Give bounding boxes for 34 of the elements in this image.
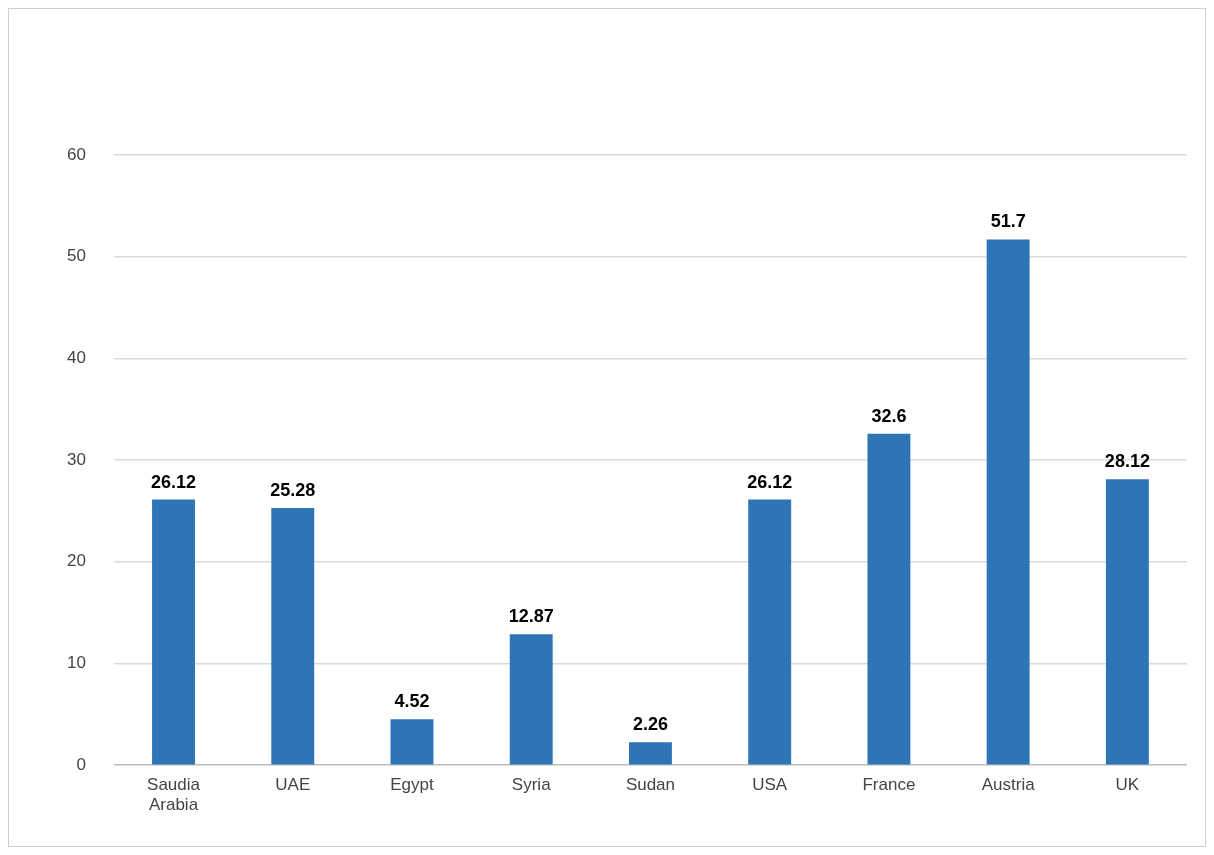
data-label: 26.12 (151, 471, 197, 492)
bar (986, 239, 1030, 765)
x-tick-label: France (862, 775, 916, 795)
bar (628, 742, 672, 765)
bar (390, 719, 434, 765)
bar (271, 508, 315, 765)
data-label: 26.12 (747, 471, 793, 492)
x-tick-label: UK (1115, 775, 1140, 795)
bar (152, 499, 195, 765)
y-tick-label: 40 (66, 348, 86, 368)
x-tick-label: Austria (981, 775, 1036, 795)
data-label: 4.52 (394, 691, 430, 712)
x-tick-label: Syria (511, 775, 552, 795)
x-tick-label: Sudan (625, 775, 676, 795)
data-label: 2.26 (632, 714, 668, 735)
data-label: 25.28 (270, 480, 316, 501)
y-tick-label: 50 (66, 246, 86, 266)
bar (1105, 479, 1149, 765)
bar (509, 634, 553, 765)
x-tick-label: Egypt (390, 775, 434, 795)
y-tick-label: 30 (66, 449, 86, 469)
data-label: 51.7 (990, 211, 1026, 232)
y-tick-label: 60 (66, 144, 86, 164)
y-tick-label: 20 (66, 551, 86, 571)
bar (867, 433, 911, 765)
data-label: 28.12 (1104, 451, 1150, 472)
x-tick-label: USA (752, 775, 788, 795)
bar (748, 499, 792, 765)
data-label: 12.87 (508, 606, 554, 627)
x-tick-label: Saudia Arabia (147, 775, 201, 815)
y-tick-label: 10 (66, 653, 86, 673)
data-label: 32.6 (871, 405, 907, 426)
x-tick-label: UAE (275, 775, 311, 795)
y-tick-label: 0 (76, 754, 86, 774)
